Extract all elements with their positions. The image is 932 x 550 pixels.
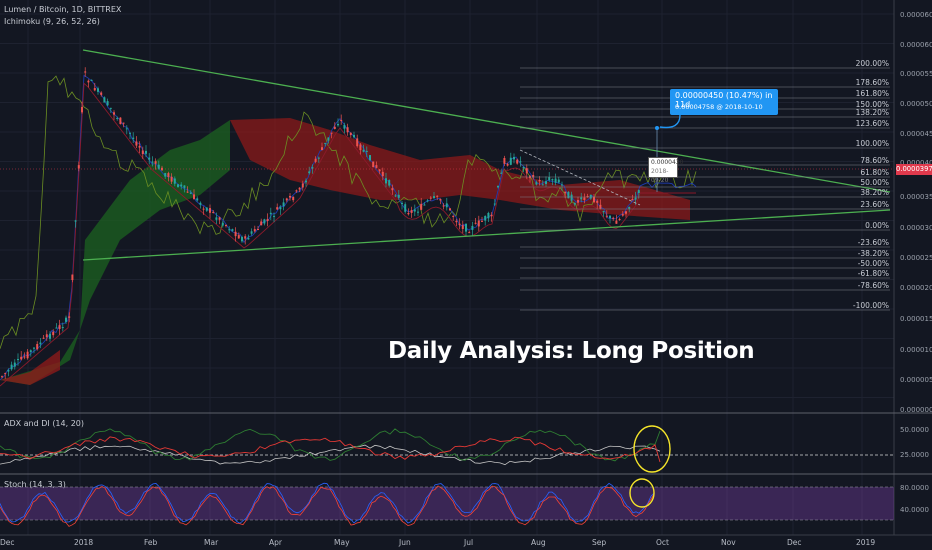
time-axis-label: Feb	[144, 538, 158, 547]
time-axis-label: Aug	[531, 538, 546, 547]
adx-lines	[0, 428, 661, 466]
time-axis-label: May	[334, 538, 350, 547]
callout-arrow	[659, 114, 681, 129]
upper-trendline[interactable]	[82, 49, 891, 193]
time-axis-label: Dec	[787, 538, 802, 547]
price-axis-label: 0.00001500	[900, 315, 932, 323]
symbol-title: Lumen / Bitcoin, 1D, BITTREX	[4, 5, 122, 14]
time-axis-label: Mar	[204, 538, 219, 547]
stoch-band	[0, 487, 894, 520]
time-axis-label: Oct	[656, 538, 669, 547]
time-axis-label: 2018	[74, 538, 93, 547]
fib-level-label: 100.00%	[856, 139, 889, 148]
price-axis-label: 0.00002500	[900, 254, 932, 262]
fib-level-label: -100.00%	[853, 301, 889, 310]
fib-level-label: 38.20%	[860, 188, 889, 197]
adx-highlight-circle	[633, 425, 671, 473]
fib-level-label: 150.00%	[856, 100, 889, 109]
adx-axis-label: 50.0000	[900, 426, 929, 434]
price-axis-label: 0.00003500	[900, 193, 932, 201]
fib-level-label: -23.60%	[858, 238, 889, 247]
callout-line2: 0.00004758 @ 2018-10-10	[675, 103, 763, 111]
stoch-lines	[0, 482, 655, 527]
fibonacci-levels[interactable]: 200.00% 178.60% 161.80% 150.00%138.20% 123.6…	[520, 59, 890, 311]
fib-level-label: 50.00%	[860, 178, 889, 187]
price-axis-label: 0.00005500	[900, 70, 932, 78]
price-axis-label: 0.00004500	[900, 130, 932, 138]
adx-axis-label: 25.0000	[900, 451, 929, 459]
fib-level-label: 61.80%	[860, 168, 889, 177]
measure-callout[interactable]: 0.00000450 (10.47%) in 11d 0.00004758 @ …	[670, 89, 778, 115]
price-axis-label: 0.00006000	[900, 11, 932, 19]
fib-level-label: 123.60%	[856, 119, 889, 128]
time-axis-label: Nov	[721, 538, 736, 547]
candlesticks	[1, 67, 640, 379]
current-price-badge: 0.00003972	[896, 164, 932, 175]
adx-title[interactable]: ADX and DI (14, 20)	[4, 419, 84, 428]
fib-level-label: 0.00%	[865, 221, 889, 230]
fib-level-label: 200.00%	[856, 59, 889, 68]
price-axis-label: 0.00004000	[900, 159, 932, 167]
indicator-axes: 50.0000 25.0000 80.0000 40.0000	[900, 426, 929, 514]
time-axis-label: Dec	[0, 538, 15, 547]
overlay-title: Daily Analysis: Long Position	[388, 338, 755, 364]
callout-line1: 0.00000450 (10.47%) in 11d	[675, 91, 773, 109]
fib-level-label: 78.60%	[860, 156, 889, 165]
callout-dot	[655, 126, 659, 130]
price-axis-label: 0.00000000	[900, 406, 932, 414]
price-axis[interactable]: 0.00006000 0.00006000 0.00005500 0.00005000…	[900, 11, 932, 414]
fib-level-label: -50.00%	[858, 259, 889, 268]
stoch-axis-label: 80.0000	[900, 484, 929, 492]
price-axis-label: 0.00002000	[900, 284, 932, 292]
fib-level-label: -38.20%	[858, 249, 889, 258]
fib-level-label: -78.60%	[858, 281, 889, 290]
price-axis-label: 0.00000500	[900, 376, 932, 384]
stoch-axis-label: 40.0000	[900, 506, 929, 514]
price-axis-label: 0.00001000	[900, 346, 932, 354]
tooltip-date: 2018-09-20	[651, 168, 669, 184]
projection-dashed-line	[519, 149, 641, 206]
stoch-highlight-circle	[629, 478, 655, 508]
fib-level-label: 23.60%	[860, 200, 889, 209]
time-axis-label: Jul	[463, 538, 473, 547]
time-axis[interactable]: Dec 2018 Feb Mar Apr May Jun Jul Aug Sep Oct Nov Dec…	[0, 538, 875, 547]
tooltip-price: 0.0000430	[651, 159, 684, 166]
price-axis-label: 0.00006000	[900, 41, 932, 49]
fib-level-label: 138.20%	[856, 108, 889, 117]
price-tooltip: 0.0000430 2018-09-20	[648, 157, 684, 184]
price-axis-label: 0.00005000	[900, 100, 932, 108]
indicator-label[interactable]: Ichimoku (9, 26, 52, 26)	[4, 17, 100, 26]
lower-trendline[interactable]	[82, 209, 891, 261]
time-axis-label: 2019	[856, 538, 875, 547]
fib-level-label: -61.80%	[858, 269, 889, 278]
stoch-title[interactable]: Stoch (14, 3, 3)	[4, 480, 66, 489]
fib-level-label: 161.80%	[856, 89, 889, 98]
time-axis-label: Sep	[592, 538, 606, 547]
time-axis-label: Apr	[269, 538, 283, 547]
fib-level-label: 178.60%	[856, 78, 889, 87]
price-axis-label: 0.00003000	[900, 224, 932, 232]
time-axis-label: Jun	[398, 538, 411, 547]
